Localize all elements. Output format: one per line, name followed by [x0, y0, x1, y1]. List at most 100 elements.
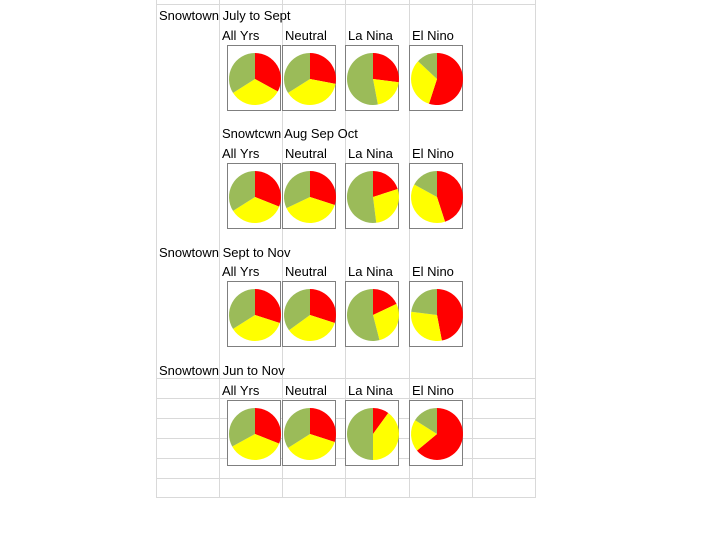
- pie-svg: [347, 53, 399, 105]
- pie-slice-green: [347, 53, 378, 105]
- grid-line: [156, 0, 157, 497]
- pie-svg: [284, 408, 337, 460]
- pie-slice-red: [255, 171, 281, 207]
- column-label-el-nino: El Nino: [412, 146, 454, 161]
- pie-svg: [411, 289, 464, 341]
- pie-slice-green: [284, 289, 310, 331]
- pie-slice-yellow: [233, 197, 280, 223]
- pie-slice-red: [373, 408, 389, 434]
- pie-chart-all-yrs[interactable]: [227, 281, 282, 347]
- grid-line: [409, 0, 410, 497]
- pie-svg: [229, 408, 281, 460]
- pie-slice-yellow: [411, 184, 446, 224]
- column-label-el-nino: El Nino: [412, 264, 454, 279]
- column-label-neutral: Neutral: [285, 28, 327, 43]
- pie-slice-yellow: [373, 303, 400, 341]
- section-title: Snowtown Sept to Nov: [159, 245, 291, 260]
- pie-slice-red: [437, 289, 464, 341]
- column-label-all-yrs: All Yrs: [222, 383, 260, 398]
- pie-svg: [346, 289, 400, 341]
- column-label-la-nina: La Nina: [348, 146, 393, 161]
- pie-svg: [229, 171, 281, 223]
- pie-slice-red: [310, 53, 337, 84]
- pie-chart-el-nino[interactable]: [409, 45, 463, 111]
- grid-line: [156, 478, 536, 479]
- grid-line: [345, 0, 346, 497]
- pie-chart-neutral[interactable]: [282, 163, 337, 229]
- pie-slice-yellow: [233, 79, 278, 105]
- pie-slice-green: [414, 171, 437, 197]
- pie-chart-la-nina[interactable]: [345, 281, 400, 347]
- section-title: Snowtown July to Sept: [159, 8, 291, 23]
- pie-slice-red: [373, 53, 399, 83]
- pie-svg: [284, 53, 337, 105]
- column-label-neutral: Neutral: [285, 383, 327, 398]
- grid-line: [156, 4, 536, 5]
- pie-slice-yellow: [411, 311, 442, 341]
- grid-line: [156, 497, 536, 498]
- column-label-la-nina: La Nina: [348, 264, 393, 279]
- pie-slice-yellow: [232, 434, 280, 460]
- pie-chart-all-yrs[interactable]: [227, 163, 281, 229]
- pie-slice-yellow: [288, 315, 335, 341]
- pie-slice-green: [229, 289, 255, 329]
- pie-chart-el-nino[interactable]: [409, 163, 464, 229]
- pie-slice-red: [255, 53, 281, 92]
- pie-slice-green: [284, 408, 310, 448]
- pie-slice-green: [347, 408, 373, 460]
- pie-slice-red: [437, 171, 464, 222]
- pie-slice-green: [346, 289, 380, 341]
- grid-line: [472, 0, 473, 497]
- column-label-all-yrs: All Yrs: [222, 264, 260, 279]
- pie-slice-red: [255, 408, 281, 444]
- pie-slice-yellow: [286, 197, 335, 224]
- pie-slice-yellow: [233, 315, 280, 341]
- pie-chart-la-nina[interactable]: [345, 163, 399, 229]
- pie-svg: [346, 170, 399, 223]
- grid-line: [535, 0, 536, 497]
- column-label-el-nino: El Nino: [412, 383, 454, 398]
- grid-line: [219, 0, 220, 497]
- pie-svg: [411, 171, 464, 224]
- pie-slice-yellow: [373, 188, 399, 223]
- pie-svg: [411, 408, 464, 460]
- pie-slice-red: [255, 289, 282, 324]
- grid-line: [156, 378, 536, 379]
- pie-svg: [229, 53, 281, 105]
- column-label-neutral: Neutral: [285, 264, 327, 279]
- column-label-la-nina: La Nina: [348, 28, 393, 43]
- pie-slice-yellow: [288, 79, 336, 105]
- pie-chart-el-nino[interactable]: [409, 281, 464, 347]
- section-title: Snowtown Jun to Nov: [159, 363, 285, 378]
- pie-chart-la-nina[interactable]: [345, 45, 399, 111]
- pie-slice-red: [310, 289, 337, 324]
- pie-slice-green: [418, 53, 437, 79]
- pie-svg: [283, 171, 337, 224]
- pie-chart-la-nina[interactable]: [345, 400, 399, 466]
- pie-chart-all-yrs[interactable]: [227, 45, 281, 111]
- pie-chart-all-yrs[interactable]: [227, 400, 281, 466]
- grid-line: [156, 398, 536, 399]
- pie-slice-green: [415, 408, 437, 434]
- pie-slice-green: [229, 53, 255, 93]
- pie-slice-red: [373, 171, 398, 197]
- pie-slice-green: [229, 171, 255, 211]
- pie-slice-green: [411, 289, 437, 315]
- pie-svg: [229, 289, 282, 341]
- pie-chart-neutral[interactable]: [282, 281, 337, 347]
- pie-slice-red: [416, 408, 464, 460]
- pie-chart-neutral[interactable]: [282, 400, 337, 466]
- pie-slice-red: [310, 171, 337, 206]
- pie-svg: [347, 408, 399, 460]
- pie-slice-yellow: [288, 434, 335, 460]
- pie-chart-el-nino[interactable]: [409, 400, 464, 466]
- pie-slice-green: [229, 408, 255, 447]
- pie-slice-green: [346, 170, 377, 223]
- column-label-neutral: Neutral: [285, 146, 327, 161]
- grid-line: [282, 0, 283, 497]
- pie-slice-red: [310, 408, 337, 443]
- pie-chart-neutral[interactable]: [282, 45, 337, 111]
- column-label-el-nino: El Nino: [412, 28, 454, 43]
- section-title: Snowtcwn Aug Sep Oct: [222, 126, 358, 141]
